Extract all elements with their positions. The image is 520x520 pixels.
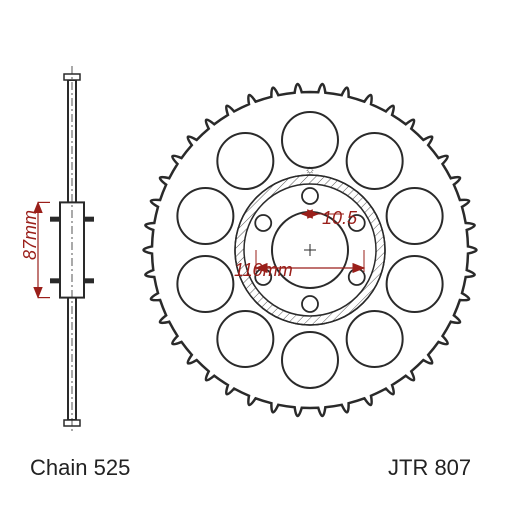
hub-diameter-dimension: 87mm — [20, 210, 41, 260]
part-number-label: JTR 807 — [388, 455, 471, 481]
chain-spec-label: Chain 525 — [30, 455, 130, 481]
side-profile-view — [50, 66, 94, 434]
bolt-hole-dimension: 10.5 — [322, 208, 357, 229]
bolt-circle-dimension: 110mm — [234, 260, 293, 281]
svg-text:☼: ☼ — [305, 162, 316, 176]
sprocket-face-view: ☼ — [144, 84, 477, 416]
